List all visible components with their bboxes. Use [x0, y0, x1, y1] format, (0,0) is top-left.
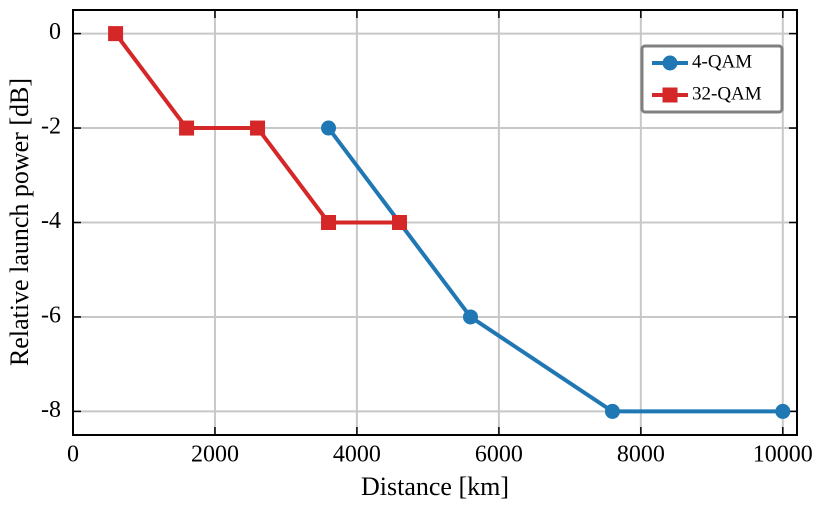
- y-tick-label: -4: [41, 208, 61, 234]
- marker: [321, 215, 337, 230]
- marker: [179, 120, 195, 136]
- x-tick-label: 6000: [475, 442, 523, 468]
- marker: [604, 403, 620, 419]
- y-axis-label: Relative launch power [dB]: [5, 78, 34, 366]
- line: [326, 126, 783, 414]
- y-tick-label: -2: [41, 114, 61, 140]
- legend-marker: [662, 55, 678, 71]
- x-tick-label: 4000: [333, 442, 381, 468]
- x-axis-label: Distance [km]: [361, 472, 509, 501]
- marker: [462, 309, 478, 325]
- marker: [108, 26, 124, 42]
- y-tick-label: -8: [41, 397, 61, 423]
- legend-label: 4-QAM: [692, 51, 752, 72]
- series: [321, 120, 791, 419]
- legend: 4-QAM 32-QAM: [640, 44, 784, 114]
- series: [108, 26, 408, 230]
- x-tick-label: 2000: [191, 442, 239, 468]
- marker: [392, 215, 408, 230]
- y-tick-label: 0: [49, 19, 61, 45]
- x-tick-label: 10000: [753, 442, 813, 468]
- plot-frame: [72, 9, 798, 436]
- x-tick-label: 0: [67, 442, 79, 468]
- marker: [321, 120, 337, 136]
- legend-label: 32-QAM: [692, 83, 762, 104]
- x-tick-label: 8000: [617, 442, 665, 468]
- legend-marker: [662, 87, 678, 103]
- marker: [250, 120, 266, 136]
- y-tick-label: -6: [41, 302, 61, 328]
- marker: [775, 403, 791, 419]
